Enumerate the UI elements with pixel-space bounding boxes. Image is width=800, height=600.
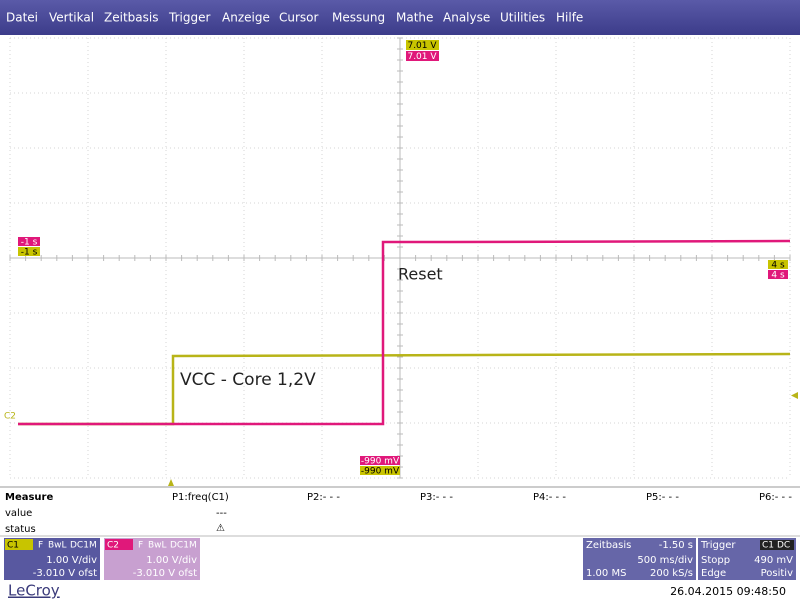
- measure-param[interactable]: P2:- - -: [307, 492, 340, 503]
- timebase[interactable]: Zeitbasis -1.50 s 500 ms/div 1.00 MS 200…: [583, 538, 696, 580]
- measure-param[interactable]: P1:freq(C1): [172, 492, 229, 503]
- c2-delay-marker: [18, 237, 40, 246]
- grid: [9, 37, 791, 479]
- menu-item[interactable]: Analyse: [443, 11, 490, 25]
- trigger-source: C1: [762, 541, 774, 551]
- trigger-slope: Positiv: [761, 568, 793, 579]
- menu-item[interactable]: Datei: [6, 11, 38, 25]
- trigger[interactable]: Trigger C1 DC Stopp 490 mV Edge Positiv: [698, 538, 796, 580]
- measure-param[interactable]: P3:- - -: [420, 492, 453, 503]
- trigger-title: Trigger: [700, 540, 736, 551]
- menu-item[interactable]: Utilities: [500, 11, 545, 25]
- datetime: 26.04.2015 09:48:50: [670, 585, 786, 598]
- annotation-vcc: VCC - Core 1,2V: [180, 370, 316, 390]
- measure-param[interactable]: P5:- - -: [646, 492, 679, 503]
- channel-offset: -3.010 V ofst: [33, 568, 97, 579]
- channel-scale: 1.00 V/div: [146, 555, 197, 566]
- c2-delay: -1 s: [21, 238, 38, 248]
- channel-scale: 1.00 V/div: [46, 555, 97, 566]
- row-label: status: [5, 524, 36, 535]
- channel-flag: F: [138, 541, 143, 551]
- timebase-title: Zeitbasis: [586, 540, 631, 551]
- measure-title: Measure: [5, 492, 53, 503]
- p1-status: ⚠: [216, 523, 225, 534]
- trigger-tag: [760, 540, 794, 550]
- c2-right-marker: [768, 270, 788, 279]
- measure-param[interactable]: P6:- - -: [759, 492, 792, 503]
- channel-flag: F: [38, 541, 43, 551]
- c2-bottom-marker: [360, 456, 400, 465]
- row-label: value: [5, 508, 32, 519]
- brand: LeCroy: [8, 582, 60, 600]
- channel-flag: DC1M: [170, 541, 197, 551]
- channel-flag: DC1M: [70, 541, 97, 551]
- trigger-coupling: DC: [777, 541, 790, 551]
- timebase-scale: 500 ms/div: [637, 555, 693, 566]
- c2-level: 7.01 V: [407, 52, 437, 62]
- trigger-type: Edge: [701, 568, 726, 579]
- c1-level-marker: [406, 40, 439, 50]
- c1-delay-marker: [18, 247, 40, 256]
- channel-tag: [105, 539, 133, 550]
- c1-delay: -1 s: [21, 248, 38, 258]
- channel-c1[interactable]: C1 F BwL DC1M 1.00 V/div -3.010 V ofst: [4, 538, 100, 580]
- menu-item[interactable]: Anzeige: [222, 11, 270, 25]
- timebase-rate: 200 kS/s: [650, 568, 693, 579]
- trigger-mode: Stopp: [701, 555, 730, 566]
- menu-item[interactable]: Trigger: [168, 11, 210, 25]
- menu-item[interactable]: Hilfe: [556, 11, 583, 25]
- channel-offset: -3.010 V ofst: [133, 568, 197, 579]
- c1-right: 4 s: [771, 261, 785, 271]
- c2-right: 4 s: [771, 271, 785, 281]
- channel-c2[interactable]: C2 F BwL DC1M 1.00 V/div -3.010 V ofst: [104, 538, 200, 580]
- c2-ground: C2: [4, 412, 16, 422]
- timebase-box: [583, 538, 696, 580]
- timebase-delay: -1.50 s: [659, 540, 693, 551]
- timebase-samples: 1.00 MS: [586, 568, 626, 579]
- channel-flag: BwL: [148, 541, 167, 551]
- c1-right-marker: [768, 260, 788, 269]
- annotation-reset: Reset: [398, 265, 443, 284]
- menu-item[interactable]: Cursor: [279, 11, 319, 25]
- menu-item[interactable]: Messung: [332, 11, 385, 25]
- channel-name: C1: [7, 541, 19, 551]
- channel-name: C2: [107, 541, 119, 551]
- c2-bottom: -990 mV: [361, 457, 400, 467]
- menu-item[interactable]: Mathe: [396, 11, 433, 25]
- trigger-level: [791, 392, 798, 399]
- menu-item[interactable]: Zeitbasis: [104, 11, 158, 25]
- c1-bottom: -990 mV: [361, 467, 400, 477]
- trace-c2: [18, 239, 791, 426]
- channel-flag: BwL: [48, 541, 67, 551]
- trigger-level: 490 mV: [754, 555, 793, 566]
- trigger-position: [168, 479, 174, 486]
- c1-bottom-marker: [360, 466, 400, 475]
- channel-tag: [5, 539, 33, 550]
- measure-params: P1:freq(C1) P2:- - - P3:- - - P4:- - - P5:- …: [172, 492, 792, 503]
- menu-item[interactable]: Vertikal: [49, 11, 94, 25]
- c2-level-marker: [406, 51, 439, 61]
- c1-level: 7.01 V: [407, 41, 437, 51]
- measure-param[interactable]: P4:- - -: [533, 492, 566, 503]
- menu-bar: [0, 0, 800, 35]
- p1-value: ---: [216, 508, 227, 519]
